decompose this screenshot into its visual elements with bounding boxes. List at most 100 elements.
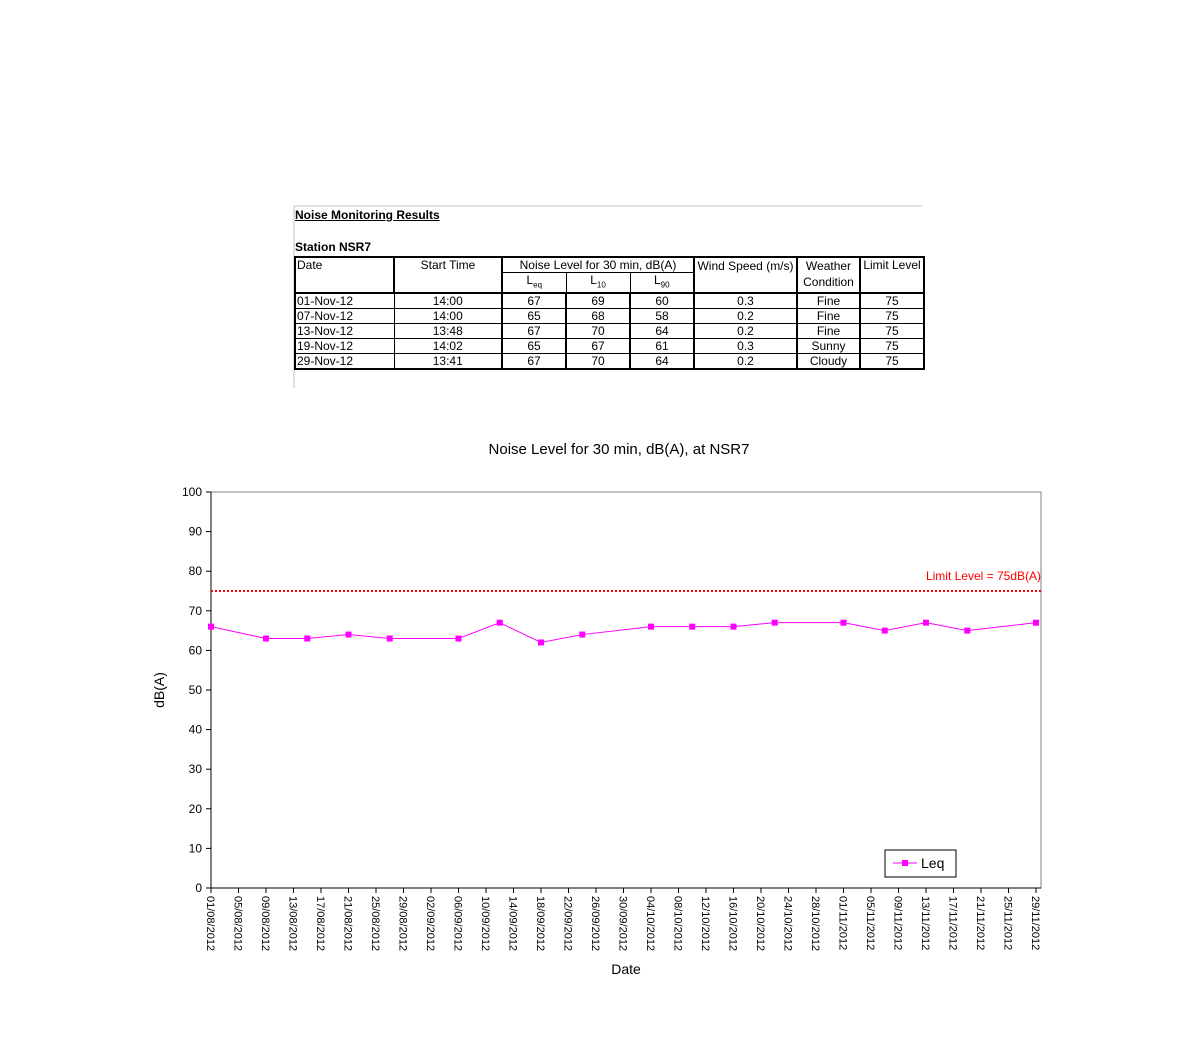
x-tick-label: 26/09/2012 (589, 896, 601, 951)
marker (840, 619, 847, 626)
table-cell: 68 (565, 308, 631, 325)
x-tick-label: 25/08/2012 (369, 896, 381, 951)
header-cell: L90 (629, 272, 695, 294)
x-tick-label: 20/10/2012 (754, 896, 766, 951)
y-axis-label: dB(A) (151, 672, 167, 708)
level-base: L (653, 273, 661, 287)
table-cell: 65 (501, 338, 567, 355)
x-tick-label: 13/08/2012 (287, 896, 299, 951)
y-tick-label: 0 (195, 881, 202, 895)
header-cell: Date (294, 256, 395, 294)
marker (208, 623, 214, 630)
table-cell: 75 (859, 308, 925, 325)
level-sub: 10 (596, 280, 606, 290)
marker (538, 639, 544, 646)
table-cell: 0.3 (693, 292, 798, 310)
table-row: 01-Nov-12 14:00 67 69 60 0.3 Fine 75 (294, 292, 925, 310)
marker (923, 619, 929, 626)
table-cell: 67 (501, 292, 567, 310)
table-cell: 14:02 (393, 338, 503, 355)
x-tick-label: 17/11/2012 (947, 896, 959, 950)
legend-label: Leq (921, 855, 944, 871)
limit-label: Limit Level = 75dB(A) (926, 569, 1041, 583)
marker (304, 635, 311, 642)
table-cell: 0.2 (693, 353, 798, 370)
table-row: 29-Nov-12 13:41 67 70 64 0.2 Cloudy 75 (294, 353, 925, 370)
x-tick-label: 12/10/2012 (699, 896, 711, 951)
chart-title: Noise Level for 30 min, dB(A), at NSR7 (489, 441, 750, 458)
x-tick-label: 28/10/2012 (809, 896, 821, 951)
table-row: 13-Nov-12 13:48 67 70 64 0.2 Fine 75 (294, 323, 925, 340)
header-cell: Leq (501, 272, 567, 294)
table-cell: 13-Nov-12 (294, 323, 395, 340)
marker (263, 635, 269, 642)
table-cell: Cloudy (796, 353, 861, 370)
table-cell: 67 (565, 338, 631, 355)
table-cell: Fine (796, 323, 861, 340)
marker (964, 627, 971, 634)
x-tick-label: 04/10/2012 (644, 896, 656, 951)
marker (455, 635, 462, 642)
plot-area (210, 491, 1042, 889)
table-cell: 01-Nov-12 (294, 292, 395, 310)
y-tick-label: 20 (189, 802, 203, 816)
station: Station NSR7 (295, 240, 372, 254)
level-sub: eq (533, 280, 543, 290)
table-cell: 75 (859, 292, 925, 310)
marker (881, 627, 888, 634)
marker (386, 635, 393, 642)
header-cell: Weather Condition (796, 256, 861, 294)
table-cell: 65 (501, 308, 567, 325)
level-base: L (526, 273, 534, 287)
marker (496, 619, 503, 626)
level-sub: 90 (660, 280, 670, 290)
x-tick-label: 17/08/2012 (314, 896, 326, 951)
y-tick-label: 100 (182, 485, 202, 499)
table-cell: 13:41 (393, 353, 503, 370)
marker (345, 631, 352, 638)
table-cell: 67 (501, 323, 567, 340)
x-tick-label: 10/09/2012 (479, 896, 491, 951)
y-tick-label: 90 (189, 525, 203, 539)
table-cell: 61 (629, 338, 695, 355)
x-tick-label: 14/09/2012 (507, 896, 519, 951)
header-cell: Start Time (393, 256, 503, 294)
table-cell: 67 (501, 353, 567, 370)
table-row: 19-Nov-12 14:02 65 67 61 0.3 Sunny 75 (294, 338, 925, 355)
table-cell: 19-Nov-12 (294, 338, 395, 355)
series-line (210, 622, 1037, 644)
table-cell: 13:48 (393, 323, 503, 340)
table-cell: Fine (796, 308, 861, 325)
header-cell: Noise Level for 30 min, dB(A) (501, 256, 695, 273)
y-tick-label: 30 (189, 762, 203, 776)
y-tick-label: 60 (189, 643, 203, 657)
table-cell: 14:00 (393, 308, 503, 325)
doc-title: Noise Monitoring Results (295, 208, 440, 222)
x-tick-label: 02/09/2012 (424, 896, 436, 951)
x-tick-label: 18/09/2012 (534, 896, 546, 951)
level-base: L (590, 273, 597, 287)
legend-marker (902, 860, 908, 866)
table-cell: 64 (629, 353, 695, 370)
y-tick-label: 40 (189, 723, 203, 737)
y-tick-label: 50 (189, 683, 203, 697)
table-cell: 0.2 (693, 323, 798, 340)
x-tick-label: 06/09/2012 (452, 896, 464, 951)
table-cell: 75 (859, 323, 925, 340)
table-cell: 60 (629, 292, 695, 310)
table-cell: 69 (565, 292, 631, 310)
table-cell: 14:00 (393, 292, 503, 310)
x-tick-label: 05/08/2012 (232, 896, 244, 951)
x-tick-label: 05/11/2012 (864, 896, 876, 950)
header-cell: L10 (565, 272, 631, 294)
x-tick-label: 01/11/2012 (837, 896, 849, 950)
y-tick-label: 10 (189, 841, 203, 855)
table-cell: Sunny (796, 338, 861, 355)
table-cell: 0.2 (693, 308, 798, 325)
results-table: Date Start Time Noise Level for 30 min, … (294, 256, 925, 371)
table-cell: 07-Nov-12 (294, 308, 395, 325)
x-tick-label: 16/10/2012 (727, 896, 739, 951)
header-cell: Limit Level (859, 256, 925, 294)
